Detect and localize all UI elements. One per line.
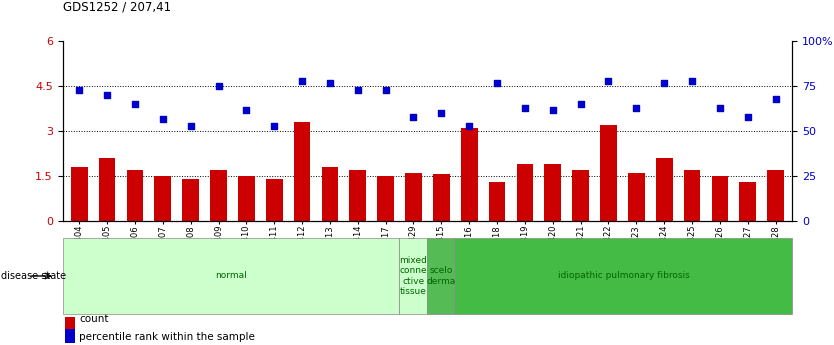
Point bbox=[379, 87, 392, 92]
Bar bbox=[405, 173, 422, 221]
Bar bbox=[628, 173, 645, 221]
Bar bbox=[154, 176, 171, 221]
Bar bbox=[238, 176, 254, 221]
Point bbox=[602, 78, 615, 83]
Bar bbox=[98, 158, 115, 221]
Point bbox=[435, 110, 448, 116]
Text: idiopathic pulmonary fibrosis: idiopathic pulmonary fibrosis bbox=[558, 272, 690, 280]
Bar bbox=[461, 128, 478, 221]
Bar bbox=[183, 179, 199, 221]
Text: percentile rank within the sample: percentile rank within the sample bbox=[79, 332, 255, 342]
Point bbox=[73, 87, 86, 92]
Bar bbox=[349, 170, 366, 221]
Point bbox=[769, 96, 782, 101]
Text: GDS1252 / 207,41: GDS1252 / 207,41 bbox=[63, 1, 171, 14]
Bar bbox=[545, 164, 561, 221]
Point bbox=[351, 87, 364, 92]
Bar bbox=[767, 170, 784, 221]
Point bbox=[295, 78, 309, 83]
Point bbox=[407, 114, 420, 119]
Bar bbox=[711, 176, 728, 221]
Point bbox=[490, 80, 504, 86]
Bar bbox=[600, 125, 617, 221]
Bar bbox=[127, 170, 143, 221]
Point bbox=[239, 107, 253, 112]
Point bbox=[686, 78, 699, 83]
Point bbox=[463, 123, 476, 128]
Bar bbox=[71, 167, 88, 221]
Point bbox=[156, 116, 169, 121]
Text: normal: normal bbox=[215, 272, 247, 280]
Point bbox=[268, 123, 281, 128]
Text: disease state: disease state bbox=[1, 271, 66, 281]
Bar bbox=[427, 238, 455, 314]
Text: mixed
conne
ctive
tissue: mixed conne ctive tissue bbox=[399, 256, 427, 296]
Point bbox=[741, 114, 755, 119]
Point bbox=[657, 80, 671, 86]
Bar bbox=[63, 238, 399, 314]
Point bbox=[518, 105, 531, 110]
Bar bbox=[740, 182, 756, 221]
Bar bbox=[433, 175, 450, 221]
Point bbox=[128, 101, 142, 107]
Point bbox=[100, 92, 113, 98]
Bar bbox=[322, 167, 339, 221]
Bar bbox=[210, 170, 227, 221]
Bar bbox=[377, 176, 394, 221]
Text: count: count bbox=[79, 314, 108, 324]
Bar bbox=[294, 122, 310, 221]
Point bbox=[713, 105, 726, 110]
Bar bbox=[572, 170, 589, 221]
Point bbox=[324, 80, 337, 86]
Point bbox=[184, 123, 198, 128]
Bar bbox=[489, 182, 505, 221]
Bar bbox=[399, 238, 427, 314]
Point bbox=[630, 105, 643, 110]
Bar bbox=[684, 170, 701, 221]
Point bbox=[574, 101, 587, 107]
Bar bbox=[266, 179, 283, 221]
Bar bbox=[455, 238, 792, 314]
Point bbox=[546, 107, 560, 112]
Text: scelo
derma: scelo derma bbox=[427, 266, 456, 286]
Point bbox=[212, 83, 225, 89]
Bar bbox=[656, 158, 672, 221]
Bar bbox=[516, 164, 533, 221]
